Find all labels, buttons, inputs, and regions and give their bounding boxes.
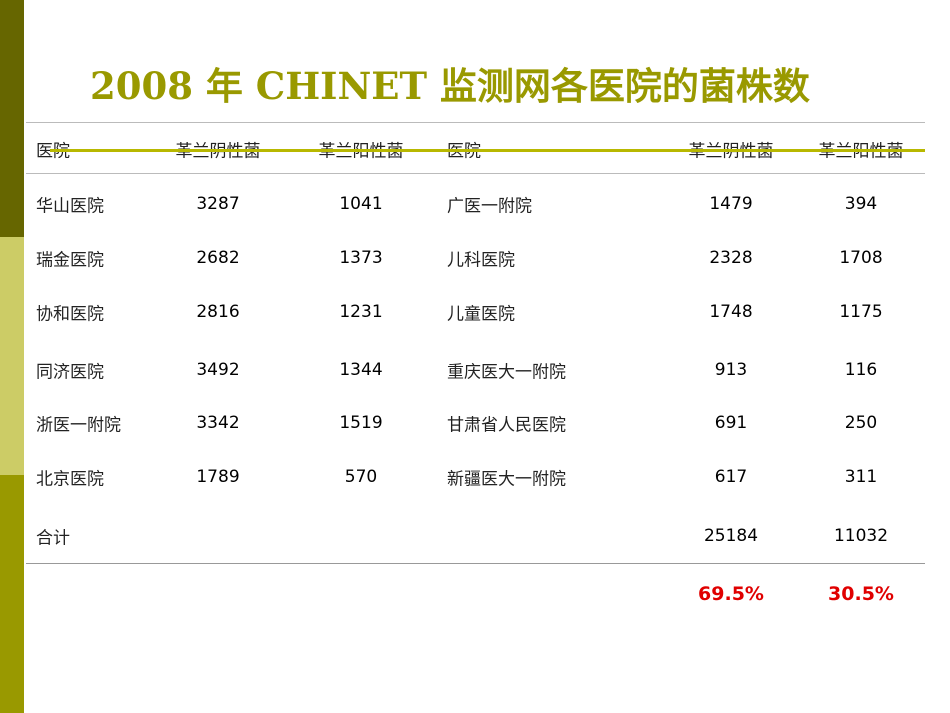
slide-title: 2008 年 CHINET 监测网各医院的菌株数 <box>90 64 810 108</box>
hospital-name: 华山医院 <box>36 196 104 217</box>
strain-count: 1231 <box>339 302 383 322</box>
strain-count: 913 <box>714 360 748 380</box>
hospital-name: 新疆医大一附院 <box>447 469 566 490</box>
strain-count: 1519 <box>339 413 383 433</box>
strain-count: 1175 <box>839 302 883 322</box>
hospital-name: 儿科医院 <box>447 250 515 271</box>
hospital-name: 广医一附院 <box>447 196 532 217</box>
strain-count: 570 <box>344 467 378 487</box>
total-bottom-border <box>26 563 925 564</box>
strain-count: 1479 <box>709 194 753 214</box>
hospital-name: 瑞金医院 <box>36 250 104 271</box>
hospital-name: 浙医一附院 <box>36 415 121 436</box>
accent-bar-bottom <box>0 475 24 713</box>
strain-count: 116 <box>844 360 878 380</box>
decorative-gold-line <box>50 149 925 152</box>
hospital-name: 甘肃省人民医院 <box>447 415 566 436</box>
strain-count: 2328 <box>709 248 753 268</box>
hospital-name: 同济医院 <box>36 362 104 383</box>
hospital-name: 儿童医院 <box>447 304 515 325</box>
percent-positive: 30.5% <box>828 583 894 605</box>
strain-count: 1041 <box>339 194 383 214</box>
strain-count: 1708 <box>839 248 883 268</box>
total-label: 合计 <box>36 528 70 549</box>
hospital-name: 重庆医大一附院 <box>447 362 566 383</box>
hospital-name: 协和医院 <box>36 304 104 325</box>
total-positive: 11032 <box>833 526 889 546</box>
strain-count: 691 <box>714 413 748 433</box>
strain-count: 1344 <box>339 360 383 380</box>
strain-count: 1748 <box>709 302 753 322</box>
strain-count: 250 <box>844 413 878 433</box>
accent-bar-top <box>0 0 24 237</box>
strain-count: 311 <box>844 467 878 487</box>
strain-count: 1373 <box>339 248 383 268</box>
accent-bar-middle <box>0 237 24 475</box>
hospital-name: 北京医院 <box>36 469 104 490</box>
strain-count: 3492 <box>196 360 240 380</box>
percent-negative: 69.5% <box>698 583 764 605</box>
strain-count: 3287 <box>196 194 240 214</box>
total-negative: 25184 <box>703 526 759 546</box>
table-top-border <box>26 122 925 123</box>
strain-count: 1789 <box>196 467 240 487</box>
strain-count: 3342 <box>196 413 240 433</box>
strain-count: 617 <box>714 467 748 487</box>
strain-count: 2682 <box>196 248 240 268</box>
strain-count: 394 <box>844 194 878 214</box>
header-bottom-border <box>26 173 925 174</box>
strain-count: 2816 <box>196 302 240 322</box>
